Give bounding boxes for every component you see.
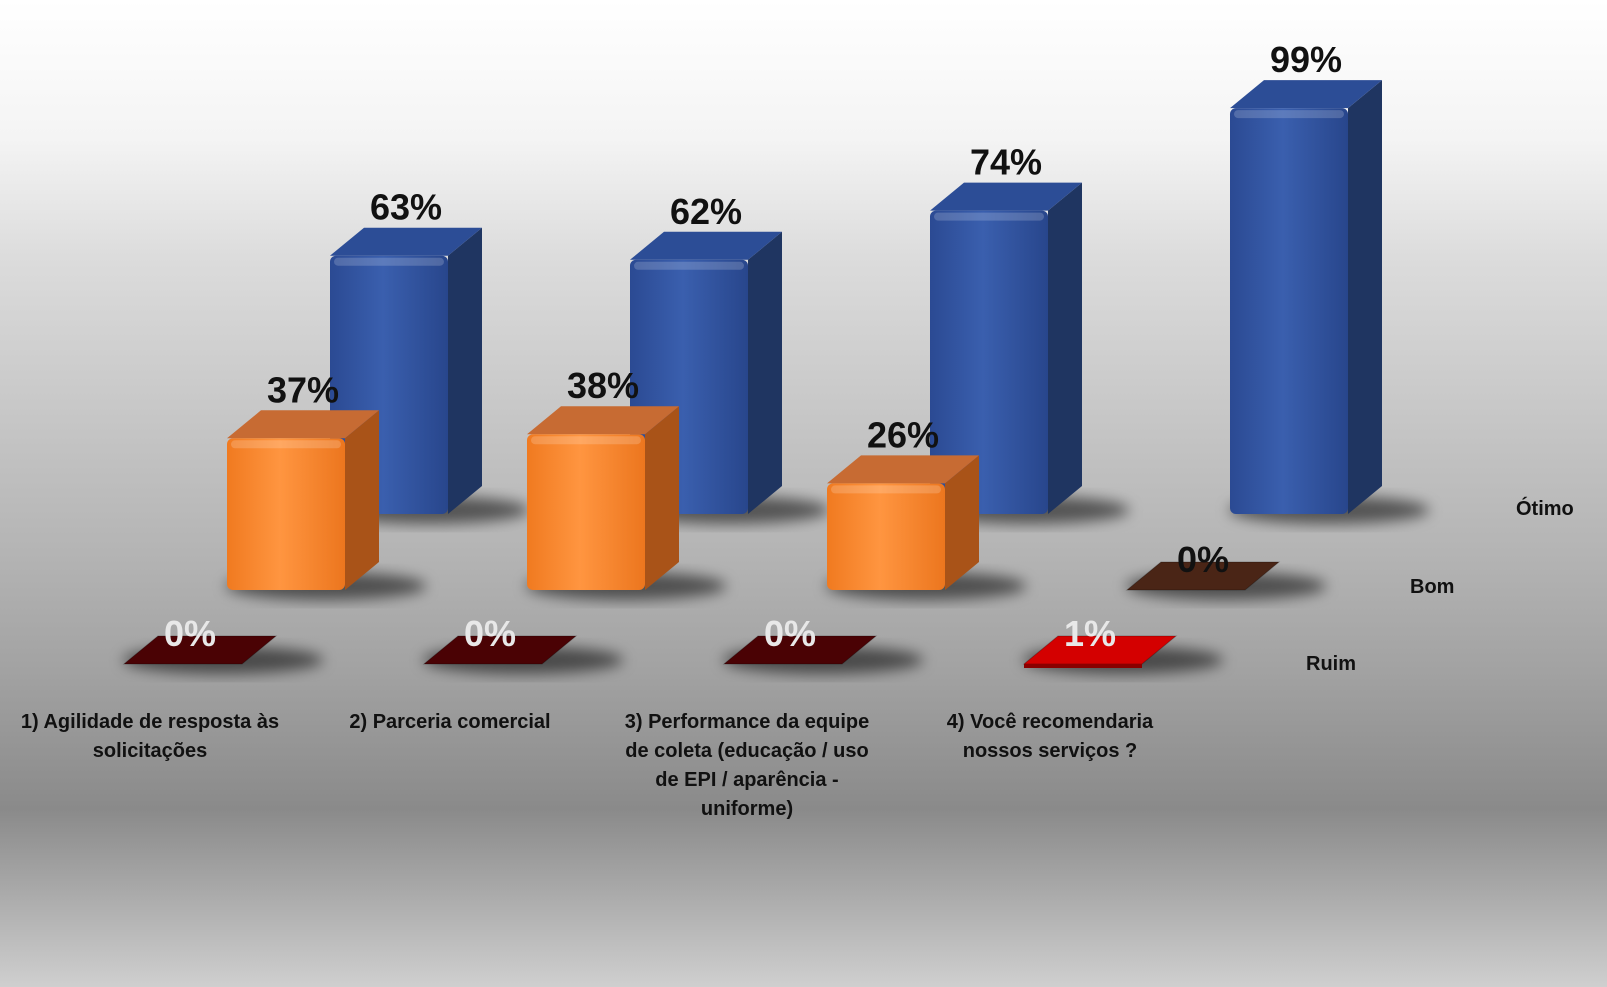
- series-label-2: Ruim: [1306, 653, 1356, 675]
- bar-side: [945, 455, 979, 590]
- bar-top: [827, 455, 979, 484]
- category-label: 3) Performance da equipe de coleta (educ…: [624, 711, 870, 820]
- bar-highlight: [231, 440, 341, 449]
- bar-otimo: [930, 210, 1048, 514]
- bar-ruim: [422, 635, 578, 665]
- bar-side: [645, 406, 679, 590]
- bar-highlight: [634, 261, 744, 270]
- category-label: 1) Agilidade de resposta às solicitações: [20, 711, 280, 762]
- data-label: 99%: [1270, 39, 1342, 80]
- bar-highlight: [531, 436, 641, 445]
- data-label: 1%: [1064, 613, 1116, 654]
- data-label: 0%: [1177, 539, 1229, 580]
- bar-highlight: [831, 485, 941, 494]
- bar-side: [448, 227, 482, 514]
- bar-top: [630, 231, 782, 260]
- bar-top: [227, 410, 379, 439]
- data-label: 37%: [267, 369, 339, 410]
- bar-edge: [1024, 664, 1142, 668]
- data-label: 0%: [164, 613, 216, 654]
- bar-top: [330, 227, 482, 256]
- bar-highlight: [1234, 110, 1344, 119]
- bar-otimo: [1230, 108, 1348, 514]
- bar-top: [930, 182, 1082, 211]
- bar-side: [1348, 80, 1382, 514]
- bar-side: [345, 410, 379, 590]
- bar-bom: [827, 483, 945, 590]
- bar-highlight: [334, 257, 444, 266]
- data-label: 0%: [764, 613, 816, 654]
- bar-highlight: [934, 212, 1044, 221]
- bar-ruim: [122, 635, 278, 665]
- series-label-1: Bom: [1410, 576, 1455, 598]
- data-label: 62%: [670, 191, 742, 232]
- category-label: 4) Você recomendaria nossos serviços ?: [946, 711, 1154, 762]
- bar-bom: [527, 434, 645, 590]
- data-label: 74%: [970, 142, 1042, 183]
- bar-bom: [227, 438, 345, 590]
- bar-bom: [1125, 561, 1281, 591]
- bar-top: [1230, 80, 1382, 109]
- data-label: 63%: [370, 187, 442, 228]
- bar-ruim: [722, 635, 878, 665]
- bar-top: [527, 406, 679, 435]
- data-label: 26%: [867, 414, 939, 455]
- data-label: 0%: [464, 613, 516, 654]
- bar-side: [748, 231, 782, 515]
- bar-side: [1048, 182, 1082, 514]
- data-label: 38%: [567, 365, 639, 406]
- series-label-0: Ótimo: [1516, 498, 1574, 520]
- category-label: 2) Parceria comercial: [349, 711, 551, 733]
